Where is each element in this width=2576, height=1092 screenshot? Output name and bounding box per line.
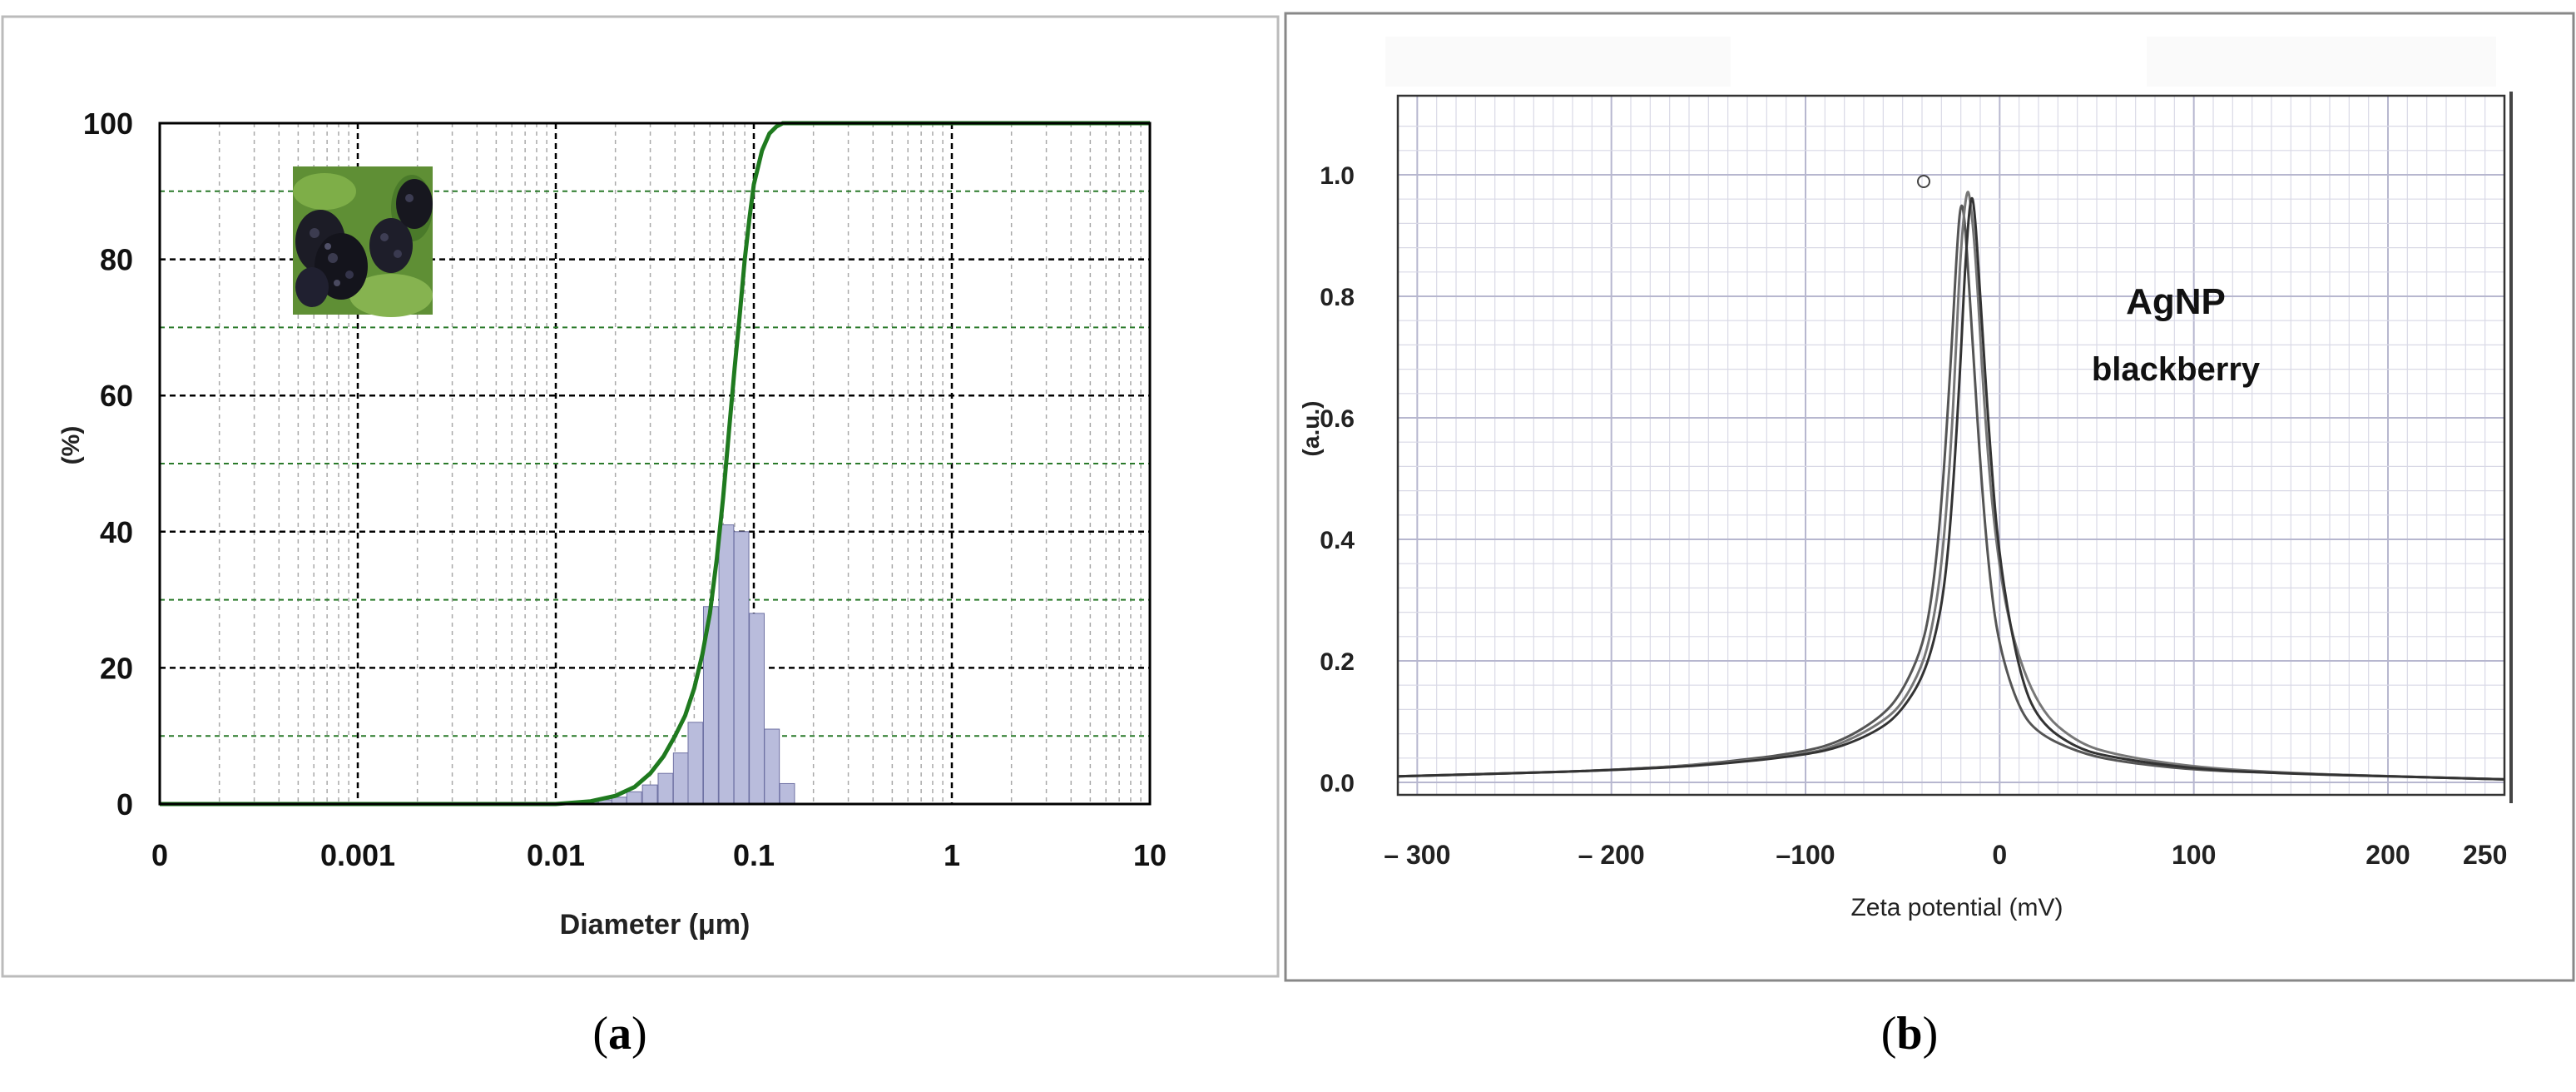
panel-b-header-strip-left	[1385, 37, 1731, 87]
panel-a-chart: 0 0.001 0.01 0.1 1 10 0 20 40 60 80 100 Diameter (…	[57, 107, 1167, 941]
panel-b-y-ticks: 0.0 0.2 0.4 0.6 0.8 1.0	[1320, 162, 1355, 797]
b-y-tick-label: 0.0	[1320, 770, 1355, 797]
histogram-bar	[718, 524, 735, 805]
b-x-tick-label: – 300	[1384, 840, 1450, 870]
panel-b-title-line1: AgNP	[2126, 281, 2226, 322]
b-x-tick-label: 250	[2463, 840, 2507, 870]
histogram-bar	[687, 722, 704, 805]
b-y-tick-label: 0.6	[1320, 405, 1355, 433]
caption-a: (a)	[592, 1008, 647, 1060]
panel-a-ylabel: (%)	[57, 426, 85, 465]
b-y-tick-label: 1.0	[1320, 162, 1355, 190]
histogram-bar	[642, 784, 658, 805]
b-x-tick-label: 0	[1992, 840, 2007, 870]
histogram-bar	[657, 772, 674, 805]
b-y-tick-label: 0.4	[1320, 527, 1355, 554]
histogram-bar	[779, 782, 795, 805]
panel-b-plot-frame	[1396, 94, 2506, 797]
a-y-tick-label: 0	[116, 787, 133, 821]
histogram-bar	[672, 752, 689, 805]
a-x-tick-label: 10	[1133, 838, 1167, 872]
b-x-tick-label: 200	[2365, 840, 2410, 870]
a-y-tick-label: 60	[100, 379, 133, 413]
panel-b-ylabel: (a.u.)	[1298, 401, 1324, 457]
histogram-bar	[733, 531, 750, 805]
histogram-bar	[626, 791, 642, 805]
panel-b-grid	[1398, 96, 2504, 795]
b-x-tick-label: –100	[1776, 840, 1835, 870]
panel-b-chart: – 300 – 200 –100 0 100 200 250 0.0 0.2 0.4 0.6 0.8…	[1298, 37, 2513, 921]
a-x-tick-label: 0	[151, 838, 168, 872]
a-x-tick-label: 0.1	[733, 838, 775, 872]
b-x-tick-label: 100	[2172, 840, 2216, 870]
panel-b-x-ticks: – 300 – 200 –100 0 100 200 250	[1384, 840, 2507, 870]
blackberry-photo-inset	[293, 166, 433, 317]
zeta-curve	[1397, 204, 2505, 781]
panel-b-xlabel: Zeta potential (mV)	[1850, 894, 2063, 921]
panel-a-xlabel: Diameter (μm)	[560, 909, 751, 941]
a-x-tick-label: 1	[944, 838, 960, 872]
histogram-bar	[764, 728, 780, 805]
a-x-tick-label: 0.001	[320, 838, 395, 872]
panel-a-y-ticks: 0 20 40 60 80 100	[83, 107, 133, 821]
zeta-curve	[1397, 196, 2505, 781]
panel-b-header-strip-right	[2147, 37, 2496, 87]
b-y-tick-label: 0.8	[1320, 284, 1355, 311]
a-y-tick-label: 40	[100, 515, 133, 549]
panel-b-frame	[1284, 12, 2575, 982]
b-y-tick-label: 0.2	[1320, 648, 1355, 676]
a-y-tick-label: 80	[100, 243, 133, 277]
panel-a-frame	[1, 15, 1280, 978]
caption-b: (b)	[1880, 1008, 1939, 1060]
a-y-tick-label: 100	[83, 107, 133, 141]
panel-b-title-line2: blackberry	[2092, 351, 2261, 388]
histogram-bar	[749, 613, 765, 805]
panel-a-bars	[582, 524, 795, 805]
peak-marker	[1917, 175, 1930, 188]
panel-a-plot-frame	[158, 122, 1152, 806]
a-y-tick-label: 20	[100, 651, 133, 685]
b-x-tick-label: – 200	[1578, 840, 1645, 870]
cumulative-curve	[160, 121, 1150, 807]
panel-a-x-ticks: 0 0.001 0.01 0.1 1 10	[151, 838, 1167, 872]
a-x-tick-label: 0.01	[527, 838, 585, 872]
panel-b-lines	[1397, 191, 2505, 781]
